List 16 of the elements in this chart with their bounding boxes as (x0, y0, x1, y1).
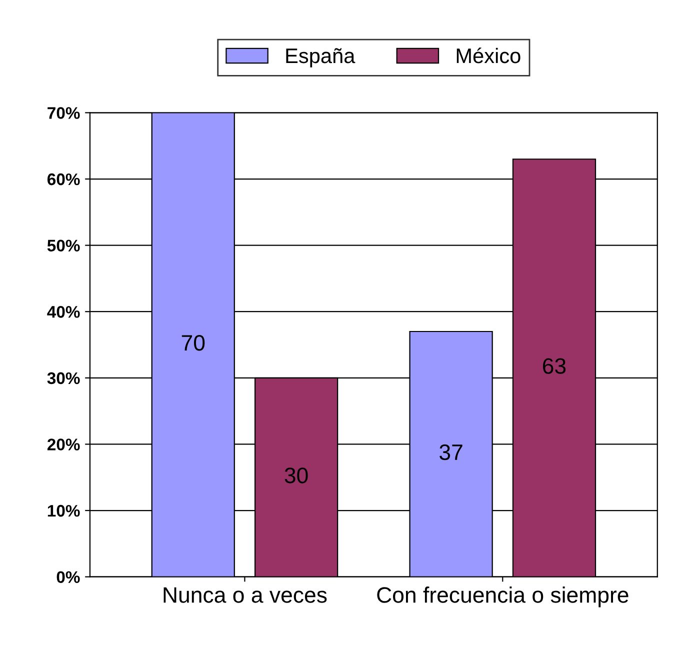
x-tick-label: Con frecuencia o siempre (377, 586, 628, 608)
legend-label: México (456, 48, 520, 64)
y-tick-label: 60% (47, 173, 80, 186)
data-label: 70 (182, 334, 205, 351)
y-tick-label: 10% (48, 504, 80, 517)
y-tick-label: 30% (47, 372, 80, 384)
y-tick-label: 70% (48, 107, 80, 119)
y-tick-label: 50% (47, 240, 80, 252)
y-tick-label: 0% (56, 571, 80, 584)
data-label: 30 (284, 468, 308, 484)
data-label: 37 (440, 444, 462, 460)
x-tick-label: Nunca o a veces (164, 587, 327, 603)
y-tick-label: 40% (47, 306, 80, 318)
legend-label: España (286, 48, 356, 68)
y-tick-label: 20% (47, 438, 80, 450)
data-label: 63 (543, 358, 566, 374)
